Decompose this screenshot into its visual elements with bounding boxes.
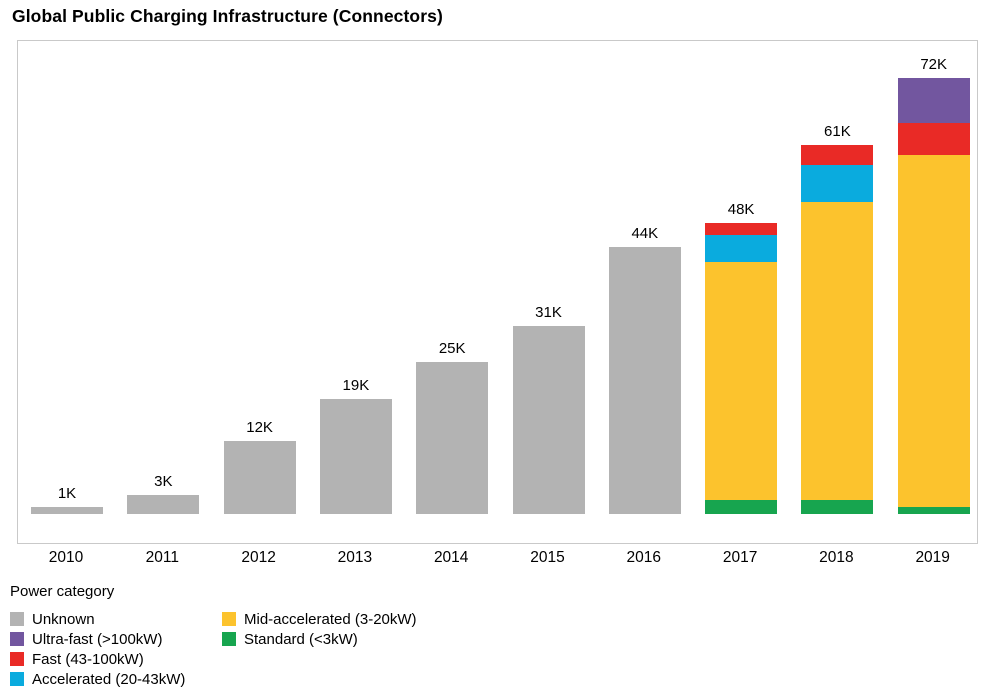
x-tick-label-2017: 2017 <box>722 549 758 566</box>
bar-value-label-2017: 48K <box>727 200 755 218</box>
bar-segment-2010-unknown <box>31 507 103 514</box>
bar-value-label-2018: 61K <box>824 123 851 141</box>
bar-segment-2019-standard <box>897 506 970 514</box>
legend-swatch-fast <box>10 652 24 666</box>
chart-title: Global Public Charging Infrastructure (C… <box>12 6 443 26</box>
x-tick-label-2010: 2010 <box>48 549 84 566</box>
bar-segment-2017-standard <box>705 499 778 514</box>
bar-value-label-2016: 44K <box>631 225 659 243</box>
x-tick-label-2019: 2019 <box>915 549 950 566</box>
bar-segment-2015-unknown <box>512 325 585 514</box>
plot-area: 1K 3K 12K 19K 25K 31K 44K 48K 61K 72K <box>17 40 978 544</box>
x-tick-label-2014: 2014 <box>433 549 469 566</box>
legend-swatch-unknown <box>10 612 24 626</box>
x-tick-label-2012: 2012 <box>241 549 276 566</box>
x-tick-label-2015: 2015 <box>530 549 565 566</box>
bar-value-label-2015: 31K <box>535 303 562 321</box>
bar-value-label-2012: 12K <box>246 418 273 436</box>
legend-column-1: Unknown Ultra-fast (>100kW) Fast (43-100kW… <box>10 609 185 689</box>
legend-swatch-ultra-fast <box>10 632 24 646</box>
bar-segment-2018-fast <box>801 145 874 166</box>
legend-item-fast: Fast (43-100kW) <box>10 649 185 669</box>
bar-segment-2018-mid-accelerated <box>801 201 874 500</box>
legend-label-fast: Fast (43-100kW) <box>32 650 144 668</box>
legend-item-ultra-fast: Ultra-fast (>100kW) <box>10 629 185 649</box>
x-tick-label-2016: 2016 <box>626 549 662 566</box>
x-tick-label-2011: 2011 <box>145 549 179 566</box>
legend-swatch-standard <box>222 632 236 646</box>
bar-segment-2014-unknown <box>416 362 489 514</box>
legend-label-mid-accelerated: Mid-accelerated (3-20kW) <box>244 610 417 628</box>
bar-segment-2019-fast <box>897 123 970 156</box>
bar-segment-2011-unknown <box>127 495 200 514</box>
legend-title: Power category <box>10 583 115 600</box>
legend-label-standard: Standard (<3kW) <box>244 630 358 648</box>
legend-swatch-mid-accelerated <box>222 612 236 626</box>
legend-item-mid-accelerated: Mid-accelerated (3-20kW) <box>222 609 417 629</box>
bar-segment-2018-standard <box>801 499 874 514</box>
legend-item-accelerated: Accelerated (20-43kW) <box>10 669 185 689</box>
bar-segment-2019-ultra-fast <box>897 77 970 124</box>
legend-swatch-accelerated <box>10 672 24 686</box>
bar-value-label-2013: 19K <box>342 376 370 394</box>
bar-segment-2017-mid-accelerated <box>705 261 778 500</box>
bar-segment-2013-unknown <box>319 398 392 514</box>
bar-segment-2018-accelerated <box>801 165 874 202</box>
legend-item-standard: Standard (<3kW) <box>222 629 417 649</box>
bar-value-label-2011: 3K <box>154 473 173 491</box>
legend-item-unknown: Unknown <box>10 609 185 629</box>
x-tick-label-2013: 2013 <box>337 549 373 566</box>
bar-value-label-2019: 72K <box>920 55 948 73</box>
bar-segment-2019-mid-accelerated <box>897 155 970 507</box>
bar-segment-2016-unknown <box>608 247 681 514</box>
bar-segment-2017-accelerated <box>705 235 778 262</box>
bar-value-label-2010: 1K <box>57 485 77 503</box>
bar-segment-2017-fast <box>705 222 778 236</box>
x-tick-label-2018: 2018 <box>819 549 854 566</box>
bar-segment-2012-unknown <box>223 440 296 514</box>
legend-column-2: Mid-accelerated (3-20kW) Standard (<3kW) <box>222 609 417 649</box>
legend-label-unknown: Unknown <box>32 610 95 628</box>
legend-label-ultra-fast: Ultra-fast (>100kW) <box>32 630 163 648</box>
legend-label-accelerated: Accelerated (20-43kW) <box>32 670 186 688</box>
bar-value-label-2014: 25K <box>438 340 466 358</box>
